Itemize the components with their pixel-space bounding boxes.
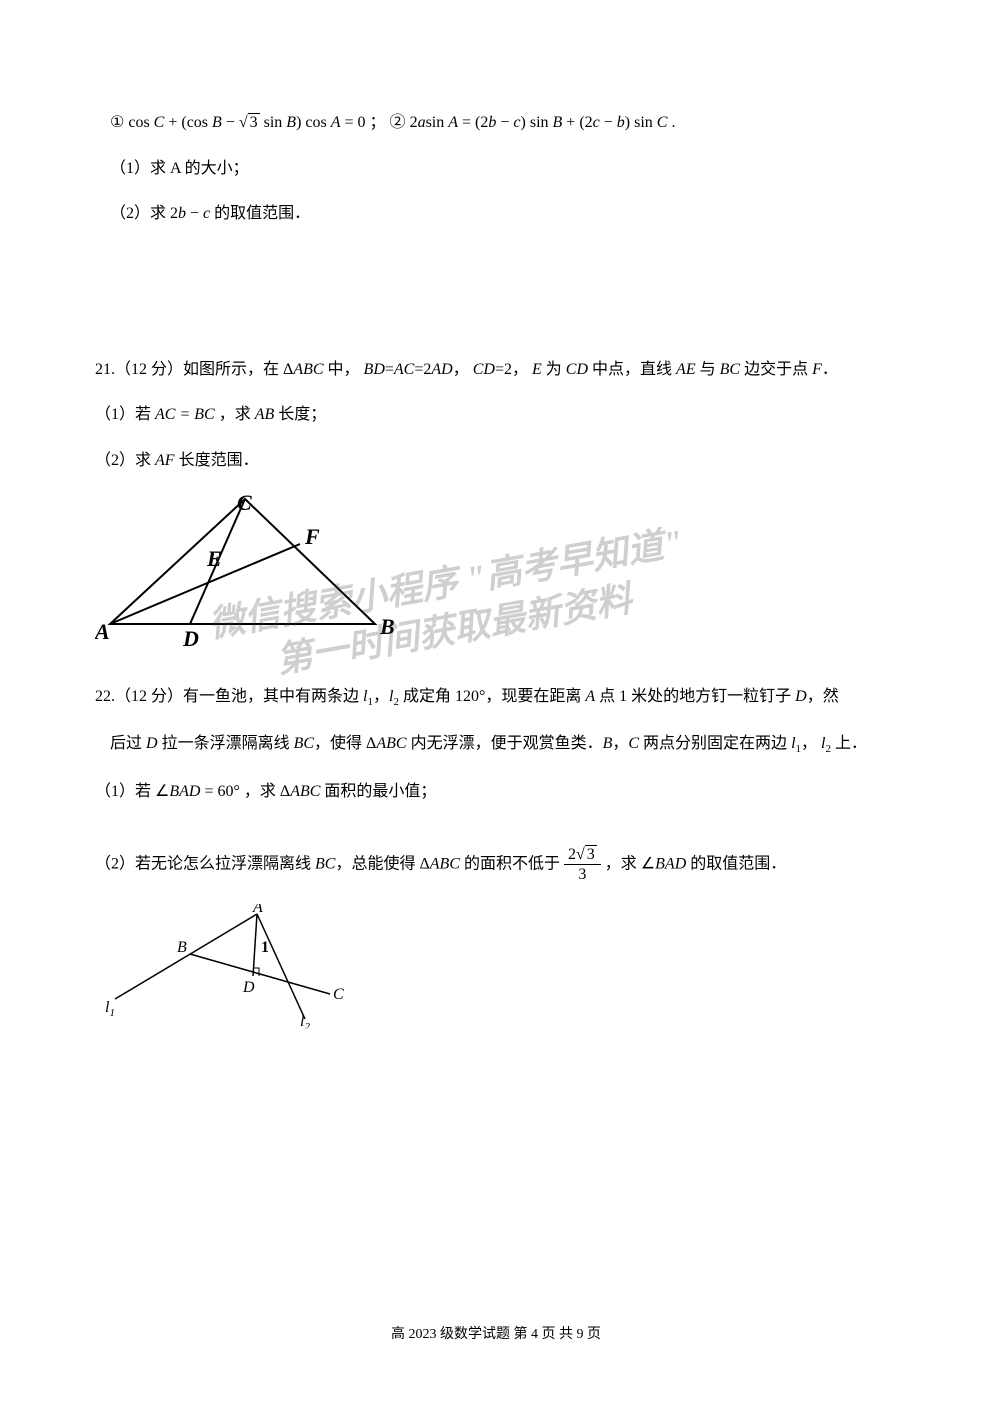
- spacer-1: [95, 247, 897, 357]
- q21-part2: （2）求 AF 长度范围．: [95, 448, 897, 474]
- q21-p1a: （1）若: [95, 406, 155, 423]
- q22-s1c: ，: [373, 688, 389, 705]
- q20-equations: ① cos C + (cos B − 3 sin B) cos A = 0 ； …: [95, 110, 897, 136]
- line-bc: [190, 954, 330, 994]
- line-ad: [253, 914, 257, 976]
- line-af: [110, 544, 300, 624]
- label-d2: D: [242, 979, 255, 996]
- q20-part2: （2）求 2b − c 的取值范围．: [95, 201, 897, 227]
- q22-p1b: ∠BAD = 60°: [155, 783, 240, 800]
- circled-1: ①: [110, 114, 124, 131]
- spacer-2: [95, 825, 897, 845]
- label-d: D: [182, 626, 199, 651]
- label-l1: l1: [105, 999, 115, 1019]
- label-a: A: [95, 619, 110, 644]
- label-one: 1: [261, 939, 269, 956]
- label-b2: B: [177, 939, 187, 956]
- q22-p2b: ，求: [605, 855, 641, 872]
- q20-eq1: cos C + (cos B − 3 sin B) cos A = 0: [128, 114, 369, 131]
- q20-eq2: 2asin A = (2b − c) sin B + (2c − b) sin …: [410, 114, 676, 131]
- q20-part1: （1）求 A 的大小；: [95, 156, 897, 182]
- label-f: F: [304, 524, 320, 549]
- q22-frac: 23 3: [564, 845, 601, 884]
- q20-sep: ； ②: [370, 114, 410, 131]
- label-a2: A: [252, 904, 263, 916]
- q21-p1b: AC = BC: [155, 406, 215, 423]
- q22-p2a: （2）若无论怎么拉浮漂隔离线 BC，总能使得 ΔABC 的面积不低于: [95, 855, 564, 872]
- page-footer: 高 2023 级数学试题 第 4 页 共 9 页: [0, 1323, 992, 1343]
- line-l1: [115, 914, 257, 999]
- q21-prefix: 21.（12 分）如图所示，在: [95, 361, 283, 378]
- line-l2: [257, 914, 305, 1019]
- q22-l2: l2: [389, 688, 399, 705]
- frac-den: 3: [564, 865, 601, 884]
- q22-part1: （1）若 ∠BAD = 60° ，求 ΔABC 面积的最小值；: [95, 779, 897, 805]
- q22-part2: （2）若无论怎么拉浮漂隔离线 BC，总能使得 ΔABC 的面积不低于 23 3 …: [95, 845, 897, 884]
- q21-rest: 中， BD=AC=2AD， CD=2， E 为 CD 中点，直线 AE 与 BC…: [324, 361, 838, 378]
- q22-stem2: 后过 D 拉一条浮漂隔离线 BC，使得 ΔABC 内无浮漂，便于观赏鱼类．B，C…: [95, 731, 897, 759]
- q22-p2c: ∠BAD: [641, 855, 686, 872]
- label-b: B: [379, 614, 395, 639]
- q22-figure: A B C D l1 l2 1: [105, 904, 365, 1029]
- q21-stem: 21.（12 分）如图所示，在 ΔABC 中， BD=AC=2AD， CD=2，…: [95, 357, 897, 383]
- q21-abc: ΔABC: [283, 361, 324, 378]
- q22-s1a: 22.（12 分）有一鱼池，其中有两条边: [95, 688, 363, 705]
- q22-p1c: ，求 ΔABC 面积的最小值；: [240, 783, 437, 800]
- q21-figure: A D B C F E: [95, 494, 405, 654]
- q22-stem1: 22.（12 分）有一鱼池，其中有两条边 l1，l2 成定角 120°，现要在距…: [95, 684, 897, 712]
- q21-part1: （1）若 AC = BC ，求 AB 长度；: [95, 402, 897, 428]
- label-l2: l2: [300, 1013, 310, 1029]
- label-c: C: [237, 494, 252, 515]
- q22-l1: l1: [363, 688, 373, 705]
- q21-p1c: ，求 AB 长度；: [215, 406, 327, 423]
- label-c2: C: [333, 986, 344, 1003]
- triangle-abc: [110, 499, 375, 624]
- q22-p1a: （1）若: [95, 783, 155, 800]
- q22-s1e: 成定角 120°，现要在距离 A 点 1 米处的地方钉一粒钉子 D，然: [399, 688, 839, 705]
- frac-num: 23: [564, 845, 601, 865]
- label-e: E: [206, 546, 222, 571]
- q22-p2d: 的取值范围．: [686, 855, 786, 872]
